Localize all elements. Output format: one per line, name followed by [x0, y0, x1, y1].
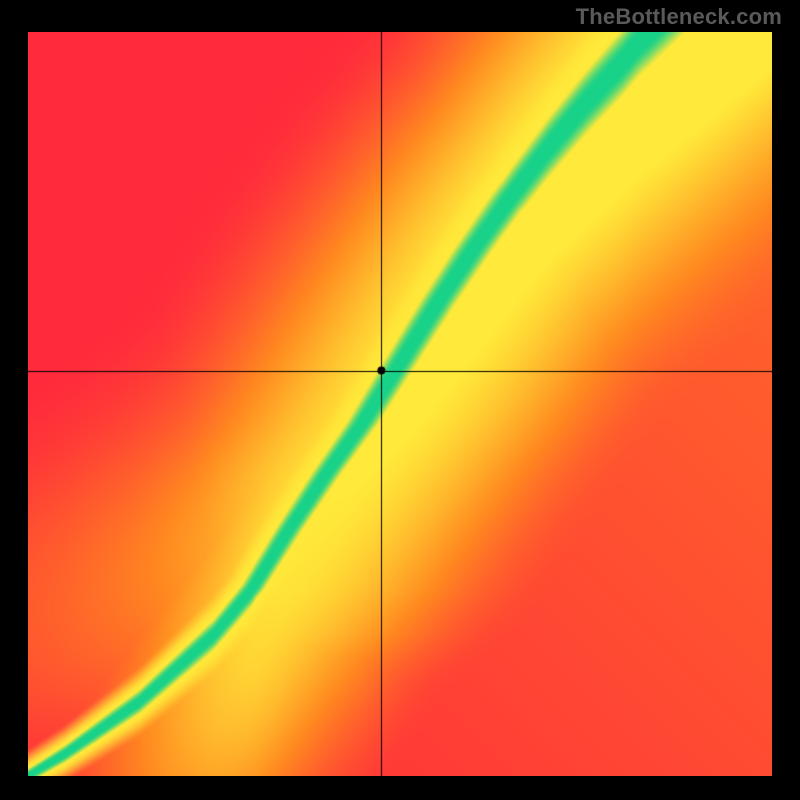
chart-frame: TheBottleneck.com	[0, 0, 800, 800]
watermark-text: TheBottleneck.com	[576, 4, 782, 30]
bottleneck-heatmap-canvas	[28, 32, 772, 776]
plot-area	[28, 32, 772, 776]
